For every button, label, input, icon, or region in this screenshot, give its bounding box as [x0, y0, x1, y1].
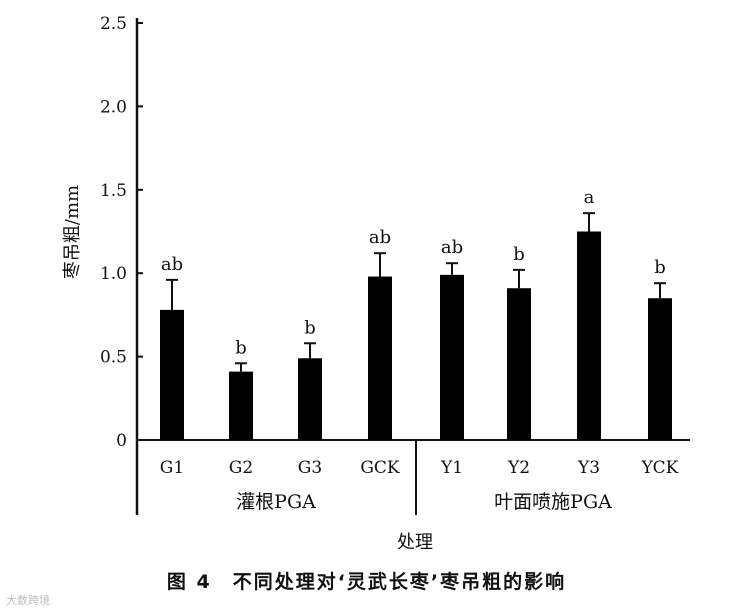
bar-chart: 0 0.5 1.0 1.5 2.0 2.5 ab G1 b G2 b G3 ab GCK ab Y1 b Y2 a Y… [62, 14, 690, 553]
bar-y1 [440, 274, 464, 440]
x-axis-title: 处理 [397, 532, 433, 553]
significance-label: ab [369, 227, 391, 248]
significance-label: b [304, 317, 316, 338]
y-tick-label: 1.0 [100, 264, 127, 284]
y-tick-label: 2.5 [100, 14, 127, 34]
bar-yck [648, 298, 672, 440]
y-tick-label: 2.0 [100, 97, 127, 117]
y-axis-title: 枣吊粗/mm [62, 185, 83, 279]
bar-y3 [577, 231, 601, 440]
bar-g1 [160, 309, 184, 440]
significance-label: b [654, 257, 666, 278]
significance-label: b [235, 337, 247, 358]
watermark: 大数跨境 [6, 594, 50, 607]
significance-label: b [513, 244, 525, 265]
y-tick-label: 0 [116, 431, 127, 451]
bar-g2 [229, 371, 253, 440]
figure-caption: 图 4 不同处理对‘灵武长枣’枣吊粗的影响 [166, 571, 567, 593]
category-label: G2 [229, 458, 253, 478]
category-label: Y3 [577, 458, 600, 478]
y-tick-label: 1.5 [100, 181, 127, 201]
group-label: 叶面喷施PGA [494, 491, 612, 513]
category-label: GCK [360, 458, 400, 478]
significance-label: ab [161, 254, 183, 275]
bar-g3 [298, 358, 322, 440]
category-label: YCK [641, 458, 679, 478]
significance-label: a [584, 187, 595, 208]
category-label: G3 [298, 458, 322, 478]
bar-gck [368, 276, 392, 440]
category-label: Y1 [440, 458, 463, 478]
bars [160, 212, 672, 440]
significance-label: ab [441, 237, 463, 258]
category-label: Y2 [507, 458, 530, 478]
axes [135, 18, 690, 515]
category-label: G1 [160, 458, 184, 478]
bar-y2 [507, 288, 531, 440]
group-label: 灌根PGA [236, 491, 316, 513]
labels: 0 0.5 1.0 1.5 2.0 2.5 ab G1 b G2 b G3 ab GCK ab Y1 b Y2 a Y… [62, 14, 679, 553]
y-tick-label: 0.5 [100, 348, 127, 368]
